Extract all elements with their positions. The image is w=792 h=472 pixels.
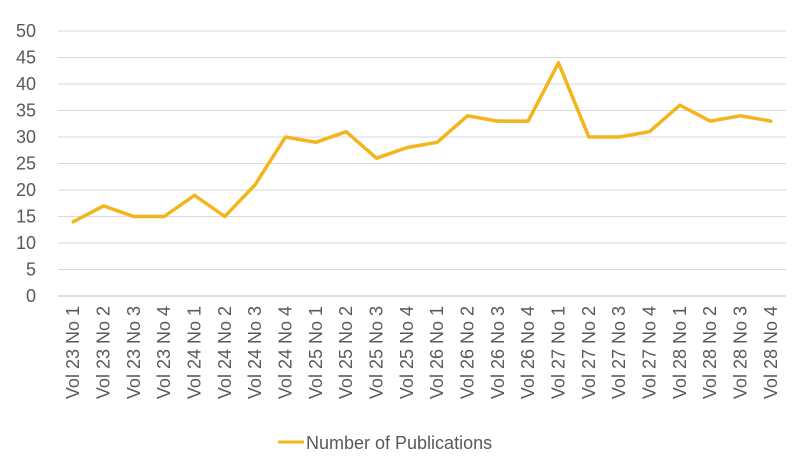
data-point: [466, 114, 469, 118]
x-tick-label: Vol 27 No 1: [549, 306, 569, 399]
x-tick-label: Vol 27 No 4: [640, 306, 660, 399]
x-tick-label: Vol 24 No 2: [215, 306, 235, 399]
data-point: [162, 215, 166, 218]
data-point: [284, 135, 287, 139]
x-tick-label: Vol 23 No 1: [63, 306, 83, 399]
x-tick-label: Vol 25 No 4: [397, 306, 417, 399]
data-point: [708, 119, 712, 123]
data-point: [223, 215, 227, 218]
y-tick-label: 25: [16, 154, 36, 174]
y-tick-label: 30: [16, 127, 36, 147]
data-point: [769, 119, 773, 123]
x-tick-label: Vol 25 No 3: [367, 306, 387, 399]
x-tick-label: Vol 26 No 4: [518, 306, 538, 399]
x-tick-label: Vol 23 No 4: [154, 306, 174, 399]
data-point: [314, 140, 318, 144]
data-point: [587, 135, 591, 139]
x-tick-label: Vol 27 No 3: [609, 306, 629, 399]
y-tick-label: 0: [26, 286, 36, 306]
x-tick-label: Vol 25 No 1: [306, 306, 326, 399]
y-axis: 0 5 10 15 20 25 30 35 40 45 50: [16, 21, 36, 306]
data-point: [435, 140, 439, 144]
x-tick-label: Vol 23 No 2: [94, 306, 114, 399]
y-tick-label: 10: [16, 233, 36, 253]
x-tick-label: Vol 26 No 2: [458, 306, 478, 399]
data-point: [405, 146, 409, 150]
data-point: [617, 135, 621, 139]
data-point: [102, 204, 105, 208]
legend: Number of Publications: [278, 433, 492, 453]
x-tick-label: Vol 27 No 2: [579, 306, 599, 399]
data-point: [375, 156, 378, 160]
series-line: [71, 61, 773, 224]
x-tick-label: Vol 26 No 1: [427, 306, 447, 399]
y-tick-label: 20: [16, 180, 36, 200]
x-tick-label: Vol 24 No 4: [276, 306, 296, 399]
data-point: [496, 119, 500, 123]
x-tick-label: Vol 26 No 3: [488, 306, 508, 399]
gridlines: [58, 30, 786, 297]
x-tick-label: Vol 28 No 2: [700, 306, 720, 399]
y-tick-label: 35: [16, 101, 36, 121]
x-tick-label: Vol 28 No 1: [670, 306, 690, 399]
data-point: [648, 130, 651, 134]
y-tick-label: 5: [26, 260, 36, 280]
x-tick-label: Vol 23 No 3: [124, 306, 144, 399]
data-point: [71, 220, 75, 224]
x-tick-label: Vol 24 No 1: [185, 306, 205, 399]
data-point: [132, 215, 136, 218]
y-tick-label: 15: [16, 207, 36, 227]
data-point: [253, 183, 257, 187]
x-tick-label: Vol 24 No 3: [245, 306, 265, 399]
data-point: [678, 103, 682, 107]
x-axis: Vol 23 No 1 Vol 23 No 2 Vol 23 No 3 Vol 23 …: [63, 306, 781, 399]
data-point: [193, 193, 196, 197]
x-tick-label: Vol 28 No 3: [731, 306, 751, 399]
series-layer: [71, 61, 773, 224]
data-point: [526, 119, 530, 123]
legend-label: Number of Publications: [306, 433, 492, 453]
x-tick-label: Vol 28 No 4: [761, 306, 781, 399]
data-point: [557, 61, 560, 65]
y-tick-label: 40: [16, 74, 36, 94]
y-tick-label: 50: [16, 21, 36, 41]
data-point: [739, 114, 742, 118]
y-tick-label: 45: [16, 48, 36, 68]
x-tick-label: Vol 25 No 2: [336, 306, 356, 399]
data-point: [344, 130, 348, 134]
